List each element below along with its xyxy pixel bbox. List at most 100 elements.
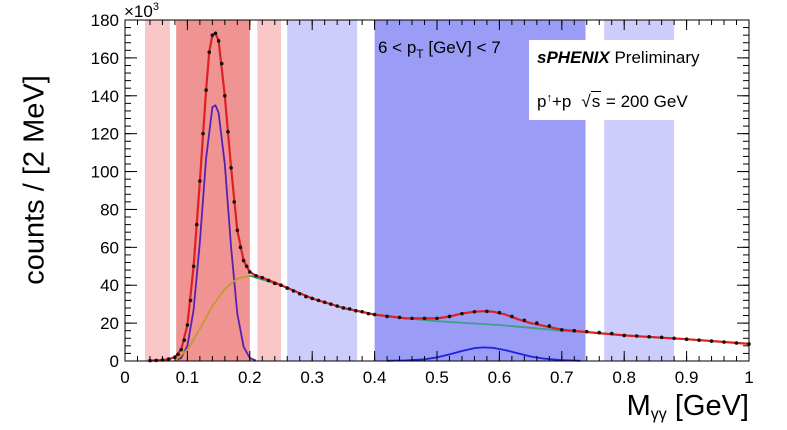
data-point <box>435 316 439 321</box>
data-point <box>709 339 714 343</box>
data-point <box>447 314 452 319</box>
data-point <box>366 311 371 316</box>
data-point <box>510 314 514 319</box>
data-point <box>410 316 414 321</box>
x-tick-label: 0.1 <box>176 368 200 387</box>
data-point <box>354 308 358 313</box>
x-tick-label: 0 <box>120 368 129 387</box>
data-point <box>266 278 271 283</box>
data-point <box>397 315 402 320</box>
y-tick-label: 0 <box>110 352 119 371</box>
data-point <box>260 275 265 280</box>
data-point <box>194 222 199 227</box>
data-point <box>672 336 676 341</box>
data-point <box>304 294 308 299</box>
data-point <box>622 333 626 338</box>
data-point <box>609 331 614 336</box>
data-point <box>166 357 171 361</box>
pt-range-annotation: 6 < pT [GeV] < 7 <box>378 38 501 61</box>
data-point <box>472 309 477 314</box>
data-point <box>547 324 552 328</box>
x-tick-label: 0.3 <box>300 368 324 387</box>
fit-region-3 <box>287 20 358 361</box>
x-tick-label: 1 <box>744 368 753 387</box>
data-point <box>497 310 502 315</box>
data-point <box>372 312 377 317</box>
fit-region-1 <box>176 20 250 361</box>
y-tick-label: 40 <box>100 276 119 295</box>
data-point <box>191 264 196 269</box>
x-tick-label: 0.8 <box>612 368 636 387</box>
data-point <box>229 165 233 170</box>
data-point <box>597 330 602 335</box>
data-point <box>207 50 212 55</box>
data-point <box>272 281 277 286</box>
data-point <box>179 347 183 352</box>
curve-eta-peak <box>387 346 581 362</box>
data-point <box>291 289 296 293</box>
data-point <box>697 338 701 342</box>
fit-region-2 <box>257 20 281 361</box>
data-point <box>560 327 564 332</box>
data-point <box>297 291 302 296</box>
data-point <box>329 302 333 306</box>
data-point <box>422 316 427 321</box>
data-point <box>572 328 577 333</box>
y-axis-label-wrap: counts / [2 MeV] <box>18 30 52 330</box>
data-point <box>210 33 215 37</box>
data-point <box>584 329 589 334</box>
data-point <box>219 61 224 66</box>
data-point <box>722 340 726 344</box>
fit-region-0 <box>144 20 170 361</box>
x-axis-label: Mγγ [GeV] <box>626 390 749 423</box>
data-point <box>241 258 246 263</box>
y-axis-multiplier: ×103 <box>124 1 159 21</box>
data-point <box>198 179 202 183</box>
curve-pi0-peak <box>174 104 257 362</box>
data-point <box>204 88 208 92</box>
data-point <box>347 307 352 311</box>
data-point <box>185 323 190 327</box>
data-point <box>460 311 464 316</box>
x-tick-label: 0.6 <box>488 368 512 387</box>
experiment-label: sPHENIX Preliminary <box>537 48 700 67</box>
y-axis-label: counts / [2 MeV] <box>18 75 51 285</box>
data-points <box>148 31 751 363</box>
y-tick-label: 100 <box>91 163 119 182</box>
data-point <box>279 283 283 288</box>
data-point <box>647 334 651 339</box>
collision-system-label: p↑+p √s = 200 GeV <box>537 91 688 111</box>
data-point <box>226 129 230 134</box>
data-point <box>385 314 389 319</box>
label-box <box>529 40 734 120</box>
y-tick-label: 140 <box>91 87 119 106</box>
data-point <box>310 296 315 301</box>
data-point <box>734 341 739 345</box>
data-point <box>238 245 243 250</box>
data-point <box>522 318 527 323</box>
data-point <box>254 273 258 278</box>
y-tick-label: 160 <box>91 49 119 68</box>
x-tick-label: 0.4 <box>363 368 387 387</box>
data-point <box>285 286 290 290</box>
data-point <box>335 304 339 308</box>
x-tick-label: 0.9 <box>675 368 699 387</box>
y-tick-label: 60 <box>100 238 119 257</box>
data-point <box>341 306 346 310</box>
data-point <box>485 309 489 314</box>
data-point <box>322 300 327 305</box>
x-tick-label: 0.5 <box>425 368 449 387</box>
y-tick-label: 80 <box>100 200 119 219</box>
data-point <box>659 335 664 340</box>
data-point <box>235 228 240 233</box>
y-tick-label: 20 <box>100 314 119 333</box>
data-point <box>244 264 249 269</box>
x-tick-label: 0.2 <box>238 368 262 387</box>
y-tick-label: 120 <box>91 125 119 144</box>
data-point <box>684 337 689 342</box>
data-point <box>182 338 187 342</box>
data-point <box>154 358 158 363</box>
data-point <box>316 298 321 303</box>
data-point <box>232 200 236 204</box>
axes: 0 0.1 0.2 0.3 0.4 0.5 0.6 0.7 0.8 0.9 1 0 20 40 60 80 10… <box>91 11 754 387</box>
